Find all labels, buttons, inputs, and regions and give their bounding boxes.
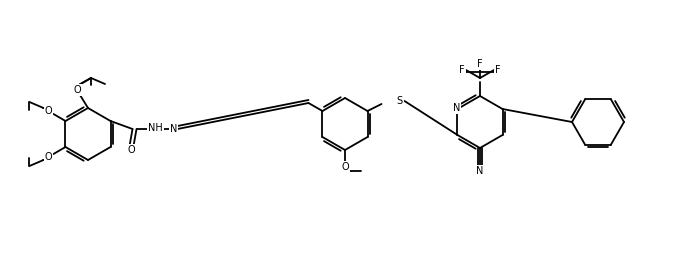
Text: F: F [477,59,483,69]
Text: N: N [170,124,177,134]
Text: S: S [396,96,402,106]
Text: N: N [453,103,460,113]
Text: O: O [45,152,52,162]
Text: O: O [45,106,52,116]
Text: O: O [127,145,135,155]
Text: NH: NH [148,123,163,133]
Text: F: F [495,65,500,75]
Text: F: F [459,65,465,75]
Text: O: O [341,162,349,172]
Text: N: N [476,166,484,176]
Text: O: O [74,85,80,95]
